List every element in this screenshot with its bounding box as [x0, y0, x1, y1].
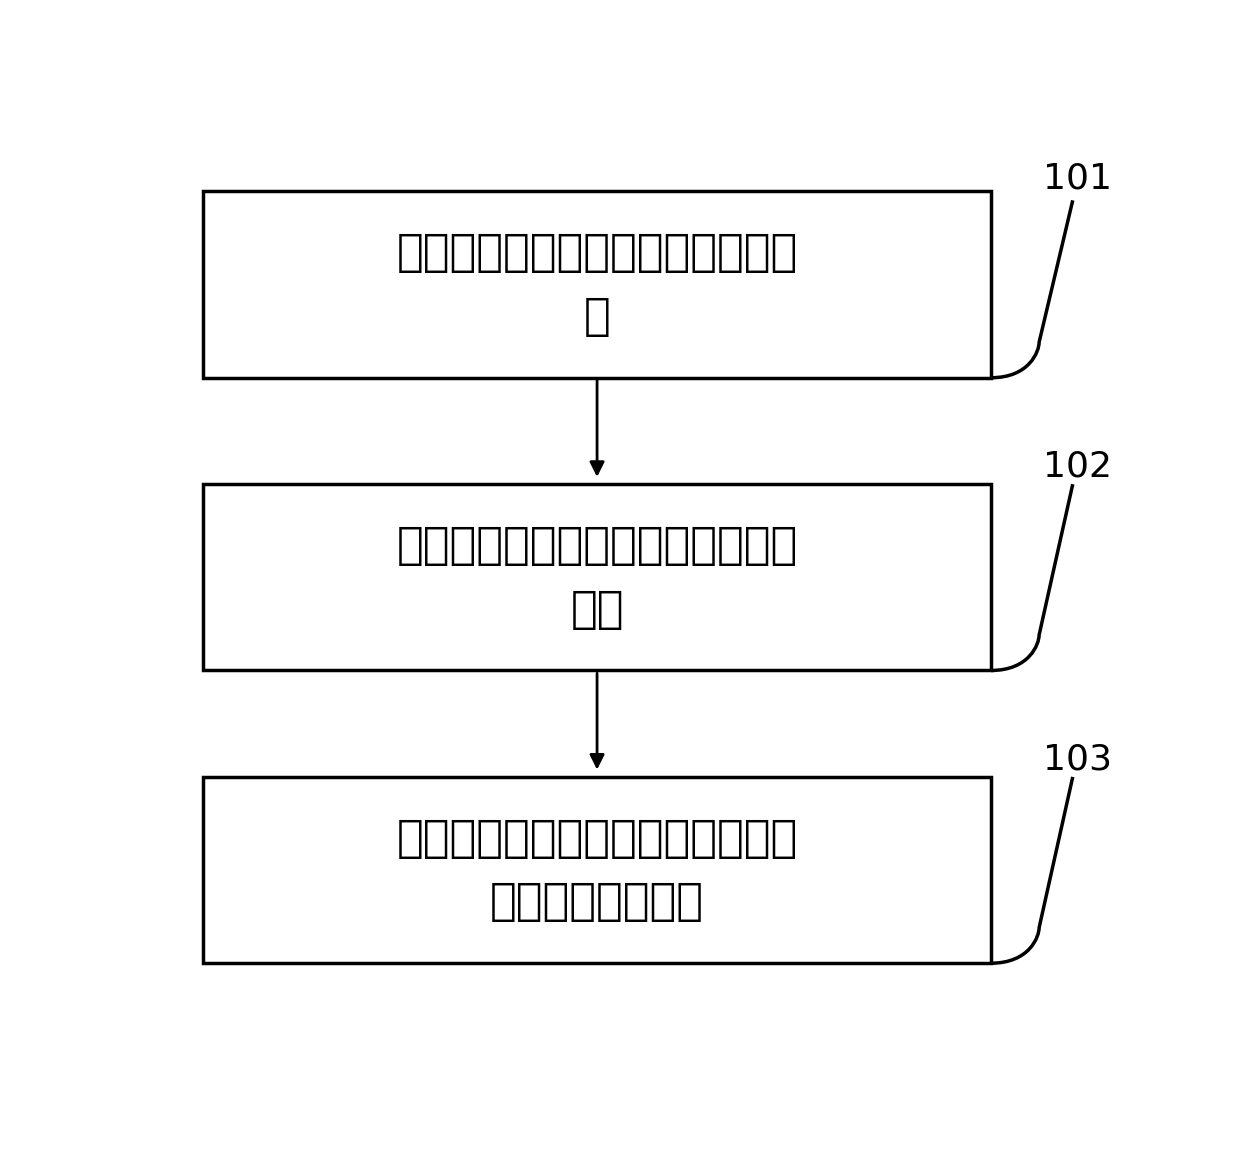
Text: 根据排污水质量和锅炉效率，实时
调整排污时间间隔: 根据排污水质量和锅炉效率，实时 调整排污时间间隔 — [397, 817, 797, 923]
Bar — [203, 484, 991, 670]
Text: 103: 103 — [1043, 742, 1112, 776]
Bar — [203, 191, 991, 378]
Bar — [203, 776, 991, 963]
Text: 获取当前排污时间间隔内的锅炉效
率: 获取当前排污时间间隔内的锅炉效 率 — [397, 232, 797, 338]
Text: 101: 101 — [1043, 161, 1112, 195]
Text: 检测当前排污时间间隔内的排污水
质量: 检测当前排污时间间隔内的排污水 质量 — [397, 524, 797, 630]
Text: 102: 102 — [1043, 449, 1112, 484]
